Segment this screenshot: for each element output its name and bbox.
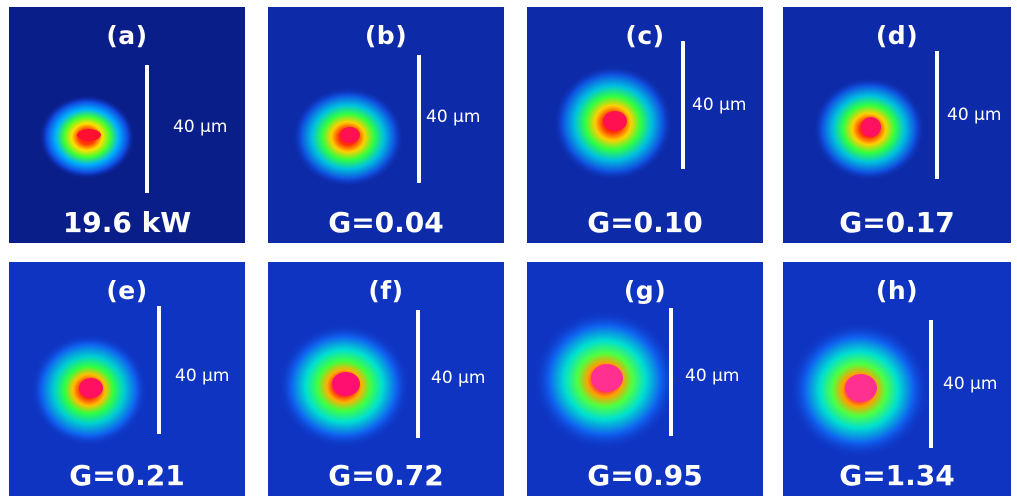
scale-label: 40 µm [692,95,746,115]
scale-bar [417,55,421,183]
panel-label: (d) [783,21,1011,50]
panel-f: (f) 40 µm G=0.72 [268,262,504,496]
scale-bar [145,65,149,193]
scale-bar [681,41,685,169]
panel-e: (e) 40 µm G=0.21 [9,262,245,496]
panel-caption: G=0.17 [783,206,1011,239]
panel-caption: G=0.10 [527,206,763,239]
scale-label: 40 µm [426,107,480,127]
panel-label: (b) [268,21,504,50]
panel-g: (g) 40 µm G=0.95 [527,262,763,496]
panel-caption: G=0.95 [527,459,763,492]
panel-caption: G=0.21 [9,459,245,492]
panel-caption: 19.6 kW [9,206,245,239]
panel-label: (g) [527,276,763,305]
scale-label: 40 µm [943,374,997,394]
panel-a: (a) 40 µm 19.6 kW [9,7,245,243]
scale-label: 40 µm [431,368,485,388]
panel-d: (d) 40 µm G=0.17 [783,7,1011,243]
scale-label: 40 µm [685,366,739,386]
panel-h: (h) 40 µm G=1.34 [783,262,1011,496]
panel-c: (c) 40 µm G=0.10 [527,7,763,243]
panel-label: (c) [527,21,763,50]
scale-bar [157,306,161,434]
scale-bar [669,308,673,436]
scale-bar [935,51,939,179]
scale-bar [416,310,420,438]
scale-label: 40 µm [947,105,1001,125]
panel-caption: G=0.04 [268,206,504,239]
panel-label: (a) [9,21,245,50]
panel-caption: G=0.72 [268,459,504,492]
panel-caption: G=1.34 [783,459,1011,492]
scale-label: 40 µm [175,366,229,386]
panel-label: (f) [268,276,504,305]
panel-b: (b) 40 µm G=0.04 [268,7,504,243]
scale-bar [929,320,933,448]
scale-label: 40 µm [173,117,227,137]
panel-label: (e) [9,276,245,305]
panel-label: (h) [783,276,1011,305]
